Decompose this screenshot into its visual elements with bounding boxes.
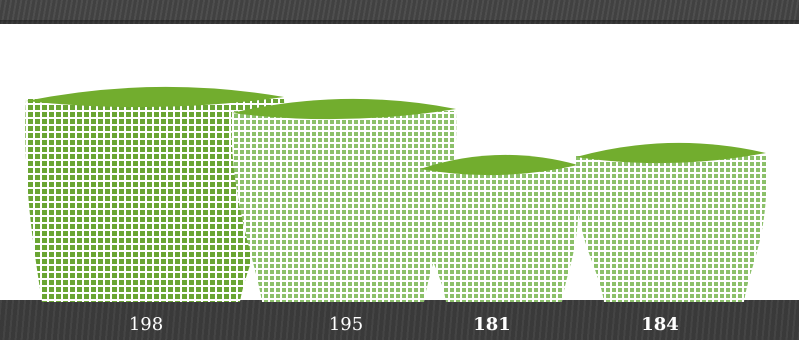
basket-bar-2 — [231, 98, 457, 302]
value-label-4: 184 — [641, 314, 679, 335]
basket-bar-1 — [25, 86, 285, 302]
value-label-3: 181 — [473, 314, 511, 335]
basket-bar-4 — [575, 142, 767, 302]
value-label-1: 198 — [128, 314, 164, 335]
basket-bar-3 — [419, 154, 579, 302]
value-label-2: 195 — [328, 314, 364, 335]
label-band — [0, 300, 799, 340]
